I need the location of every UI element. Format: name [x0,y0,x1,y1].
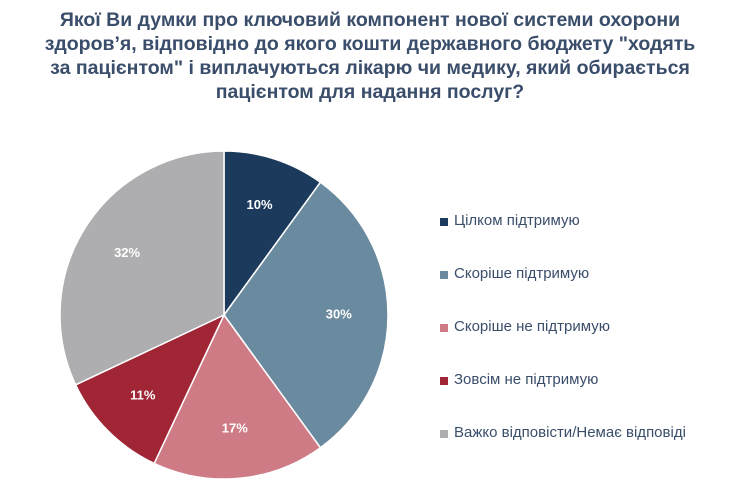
legend-swatch-3 [440,324,448,332]
pie-data-label-1: 10% [246,197,272,212]
legend-swatch-4 [440,377,448,385]
pie-labels: 10% 30% 17% 11% 32% [114,197,352,435]
chart-title-line-4: пацієнтом для надання послуг? [215,81,525,103]
pie-data-label-4: 11% [130,388,156,403]
legend-label-2: Скоріше підтримую [454,265,590,282]
pie-data-label-5: 32% [114,245,140,260]
chart-title-line-3: за пацієнтом" і виплачуються лікарю чи м… [50,57,690,79]
legend-swatch-2 [440,271,448,279]
chart-title-line-2: здоров’я, відповідно до якого кошти держ… [44,33,696,55]
legend-swatch-1 [440,218,448,226]
legend-swatch-5 [440,430,448,438]
pie-slices [59,150,389,480]
pie-data-label-3: 17% [222,421,248,436]
pie-slice-3 [153,313,322,480]
legend-item-3: Скоріше не підтримую [440,318,686,371]
legend-item-4: Зовсім не підтримую [440,371,686,424]
chart-title: Якої Ви думки про ключовий компонент нов… [20,8,720,104]
legend-item-1: Цілком підтримую [440,212,686,265]
legend-label-5: Важко відповісти/Немає відповіді [454,424,686,441]
pie-slice-4 [74,313,226,465]
pie-data-label-2: 30% [326,306,352,321]
legend-item-2: Скоріше підтримую [440,265,686,318]
pie-slice-5 [59,150,225,386]
legend-label-1: Цілком підтримую [454,212,580,229]
legend-item-5: Важко відповісти/Немає відповіді [440,424,686,477]
pie-slice-1 [223,150,322,318]
legend-label-4: Зовсім не підтримую [454,371,599,388]
chart-legend: Цілком підтримую Скоріше підтримую Скоріше… [440,212,686,477]
legend-label-3: Скоріше не підтримую [454,318,610,335]
chart-title-line-1: Якої Ви думки про ключовий компонент нов… [59,9,681,31]
pie-slice-2 [223,181,389,449]
